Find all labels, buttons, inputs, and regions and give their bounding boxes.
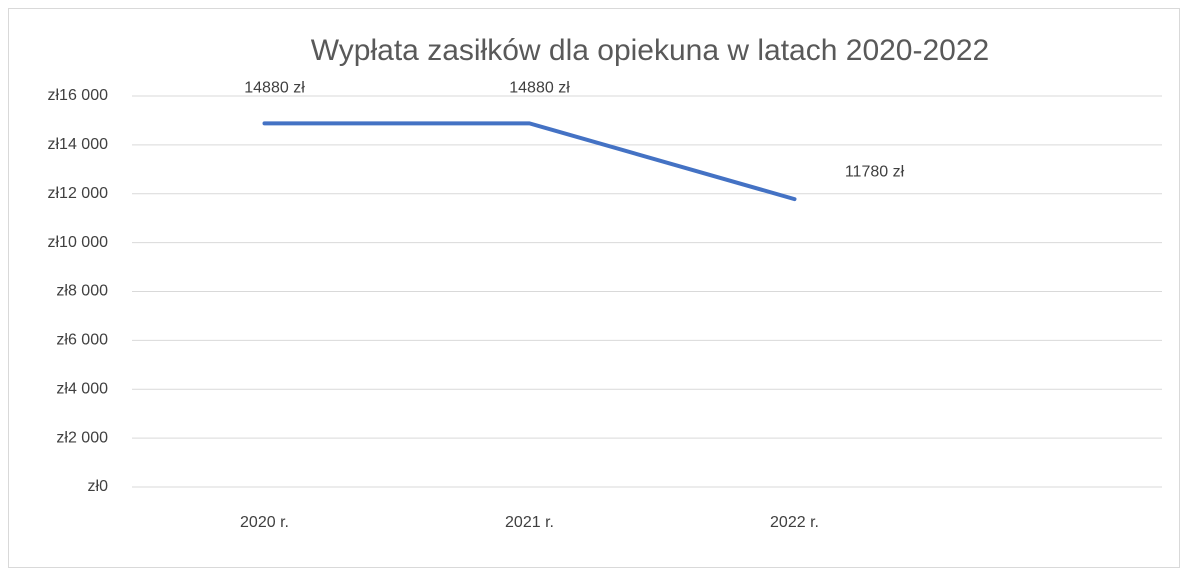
y-tick-label: zł16 000	[48, 87, 109, 104]
data-label: 14880 zł	[244, 80, 305, 97]
y-tick-label: zł10 000	[48, 234, 109, 251]
chart-border	[8, 8, 1180, 568]
y-tick-label: zł14 000	[48, 136, 109, 153]
x-tick-label: 2022 r.	[770, 514, 819, 531]
data-label: 14880 zł	[509, 80, 570, 97]
y-tick-label: zł8 000	[56, 283, 108, 300]
y-tick-label: zł4 000	[56, 380, 108, 397]
chart-title: Wypłata zasiłków dla opiekuna w latach 2…	[311, 34, 989, 67]
line-series	[262, 121, 797, 202]
x-tick-label: 2020 r.	[240, 514, 289, 531]
y-tick-label: zł0	[88, 478, 109, 495]
x-tick-label: 2021 r.	[505, 514, 554, 531]
y-tick-label: zł6 000	[56, 332, 108, 349]
y-tick-label: zł2 000	[56, 429, 108, 446]
y-tick-label: zł12 000	[48, 185, 109, 202]
data-label: 11780 zł	[845, 163, 905, 180]
